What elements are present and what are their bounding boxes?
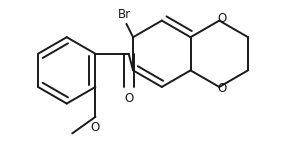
Text: O: O	[217, 12, 227, 25]
Text: O: O	[91, 121, 100, 134]
Text: O: O	[217, 82, 227, 95]
Text: Br: Br	[118, 8, 131, 21]
Text: O: O	[124, 92, 133, 105]
